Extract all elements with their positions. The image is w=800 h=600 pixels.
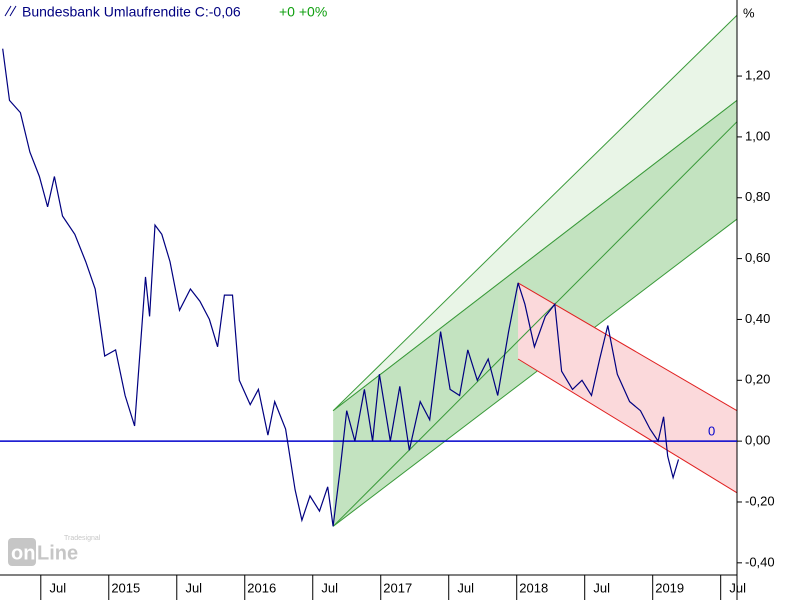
logo-part1: on [11,542,35,564]
x-tick-label: Jul [729,580,746,595]
x-tick-label: Jul [321,580,338,595]
x-tick-label: 2016 [247,580,276,595]
channel-upper [332,14,738,412]
x-tick-label: Jul [593,580,610,595]
x-tick-label: 2018 [519,580,548,595]
channel-upper [332,100,738,412]
channel-band [518,282,737,493]
y-tick-label: 0,40 [745,311,770,326]
chart-title: Bundesbank Umlaufrendite C:-0,06 [22,4,241,20]
y-tick-label: -0,20 [745,493,775,508]
channel-lower [517,358,738,494]
logo-box [8,538,36,566]
y-tick-label: 0,60 [745,250,770,265]
y-tick-label: -0,40 [745,554,775,569]
x-tick-label: Jul [185,580,202,595]
x-tick-label: 2015 [111,580,140,595]
y-tick-label: 1,20 [745,67,770,82]
x-tick-label: 2019 [655,580,684,595]
y-tick-label: 0,80 [745,189,770,204]
y-tick-label: 0,20 [745,372,770,387]
y-tick-label: 0,00 [745,433,770,448]
price-line [2,48,680,527]
channel-lower [332,218,738,527]
chart-icon [4,5,17,17]
plot-area [332,14,738,527]
x-tick-label: Jul [49,580,66,595]
logo-part2: Line [37,542,78,564]
change-label: +0 +0% [279,4,327,20]
y-unit: % [743,5,755,20]
x-tick-label: 2017 [383,580,412,595]
logo-brand: Tradesignal [64,535,101,542]
y-tick-label: 1,00 [745,128,770,143]
logo: Tradesignal on Line [8,535,101,566]
trend-line [332,121,738,527]
x-tick-label: Jul [457,580,474,595]
zero-line-label: 0 [708,424,715,439]
